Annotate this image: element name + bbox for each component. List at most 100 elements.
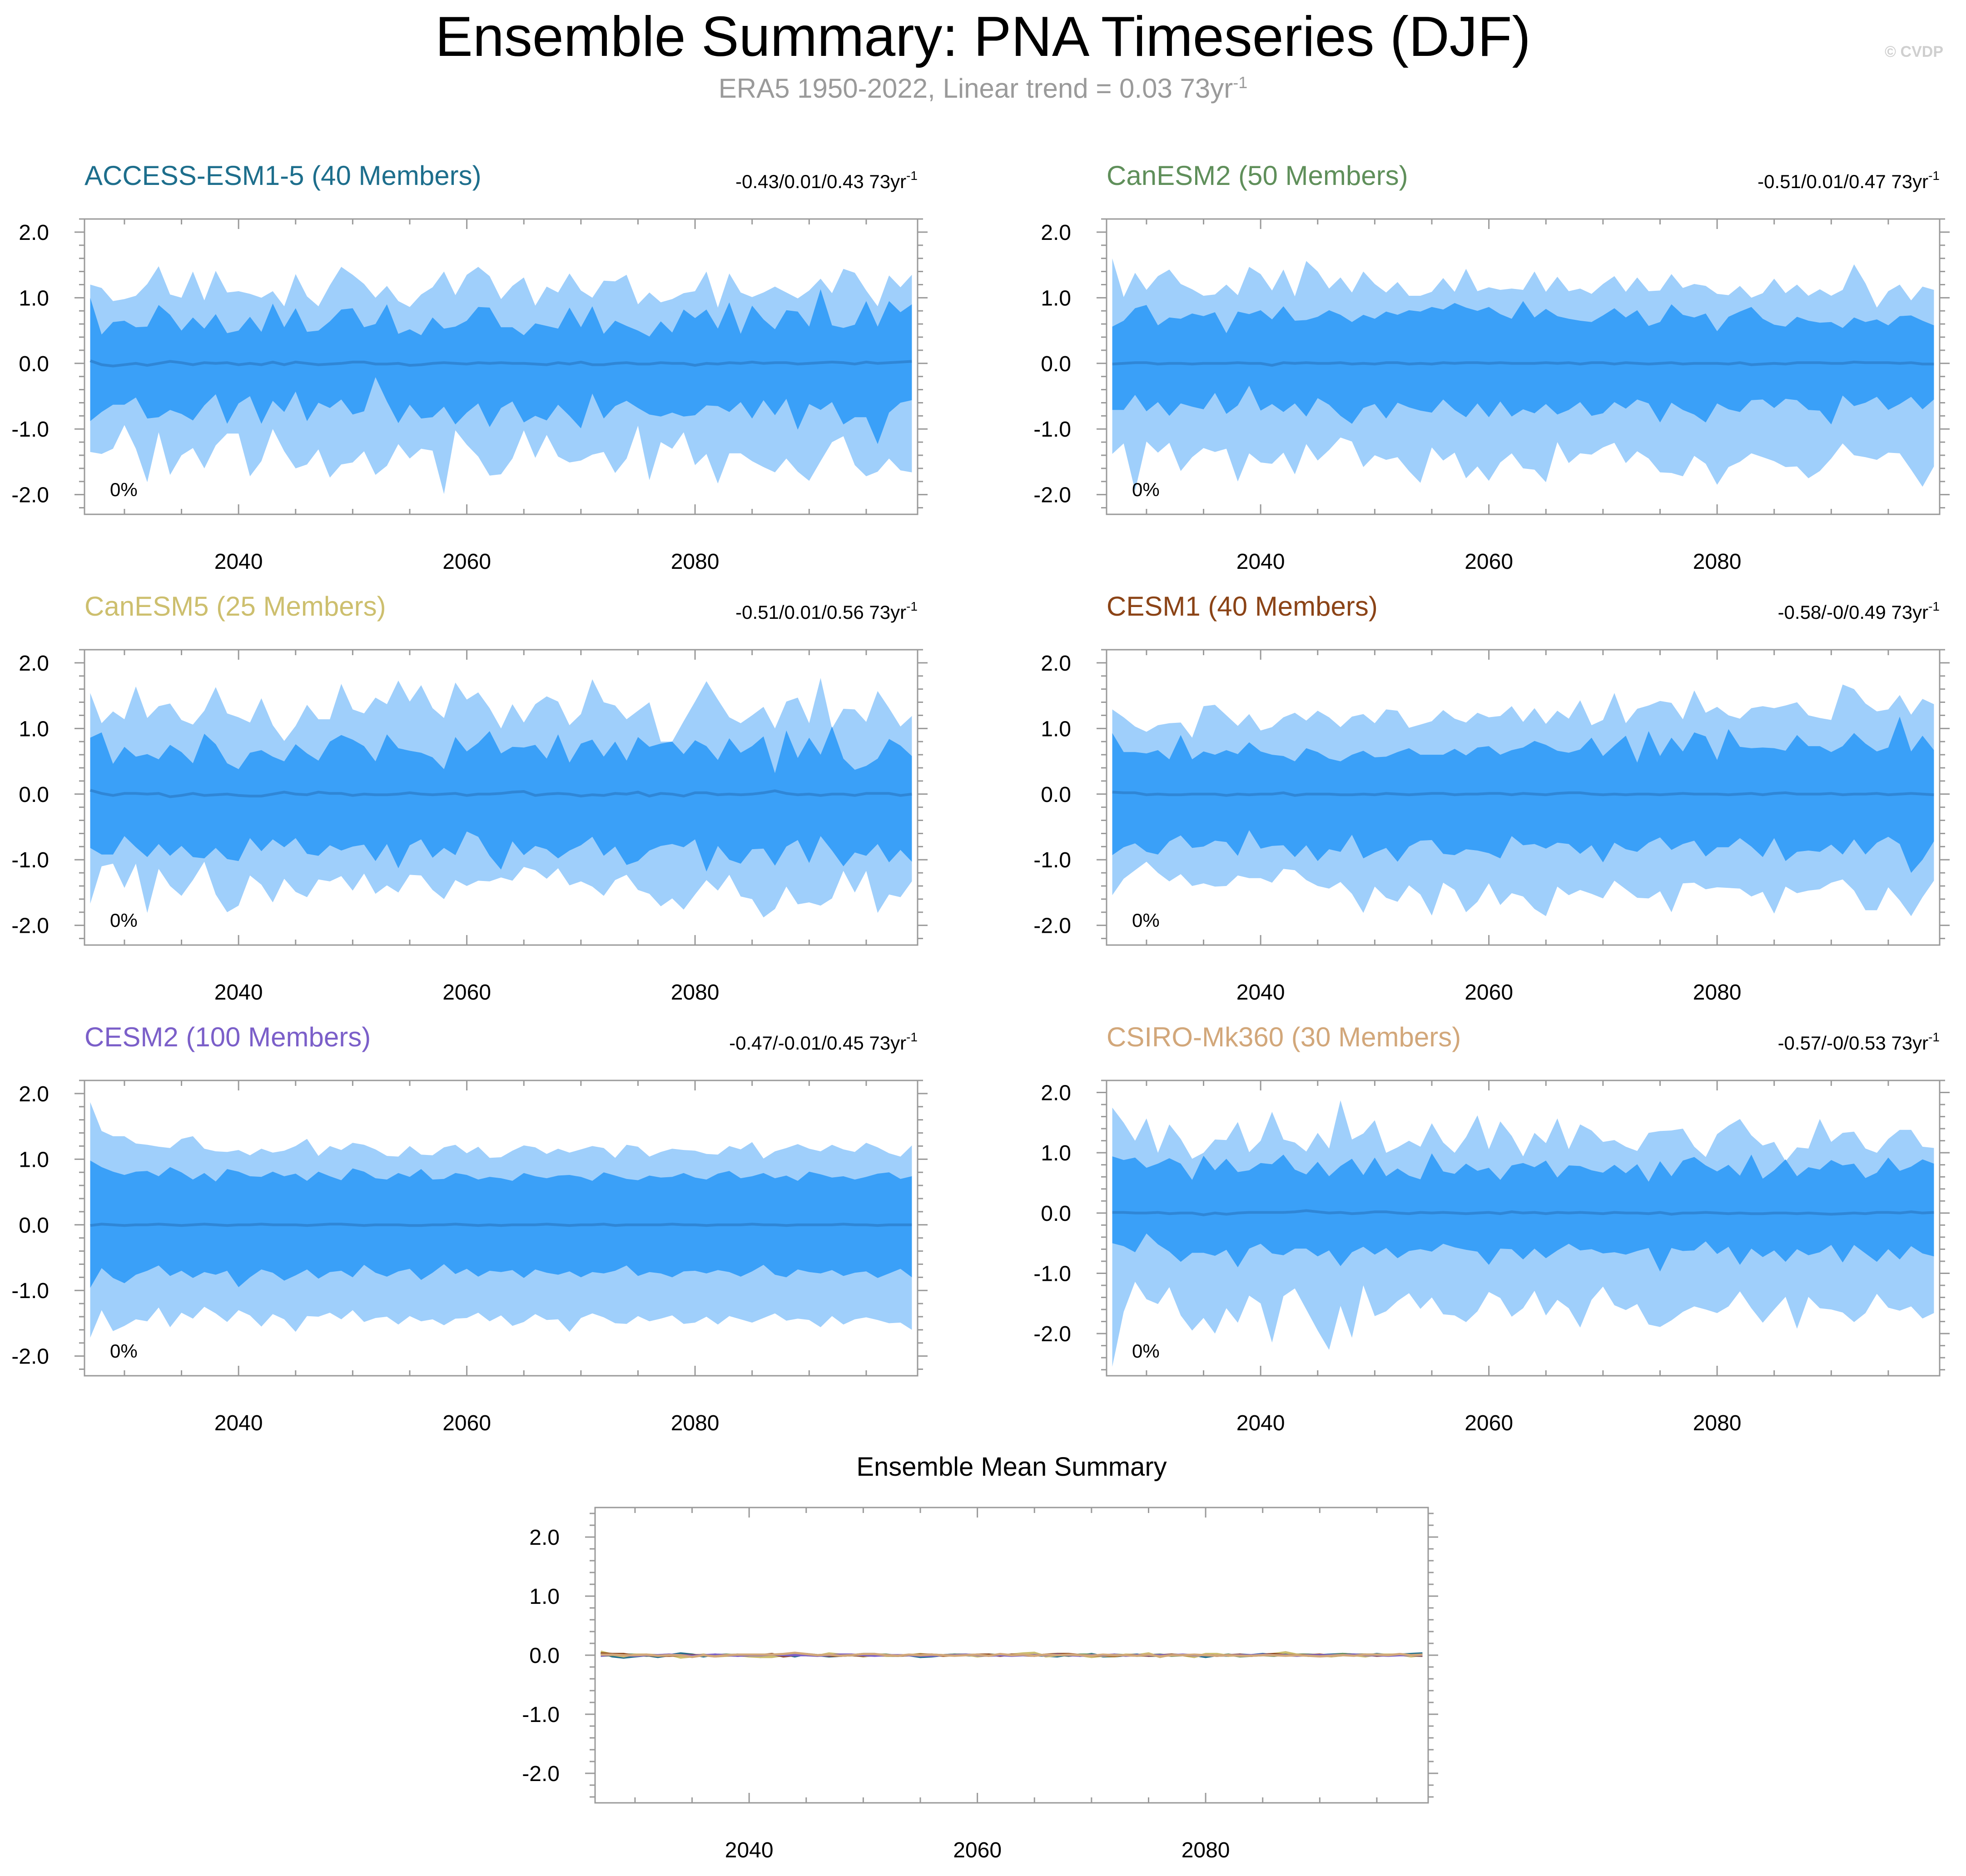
chart-plot-area: [600, 1650, 1423, 1659]
trend-value: -0.58/-0/0.49 73yr: [1778, 602, 1929, 623]
chart-plot-area: [1112, 684, 1934, 916]
x-tick-label: 2060: [1465, 980, 1513, 1005]
y-tick-label: 2.0: [1041, 221, 1071, 245]
plot-frame: [1106, 218, 1941, 515]
ensemble-median-line: [89, 789, 912, 798]
y-tick-label: -1.0: [11, 848, 49, 872]
copyright-mark: © CVDP: [1885, 43, 1943, 60]
trend-exponent: -1: [1928, 169, 1940, 183]
percent-label: 0%: [110, 1340, 138, 1362]
trend-value: -0.57/-0/0.53 73yr: [1778, 1032, 1929, 1054]
subtitle-exponent: -1: [1233, 73, 1248, 92]
trend-exponent: -1: [906, 1030, 918, 1044]
trend-exponent: -1: [1928, 599, 1940, 613]
y-tick-label: -1.0: [11, 418, 49, 442]
y-tick-label: -1.0: [1033, 848, 1071, 872]
x-tick-label: 2060: [953, 1838, 1002, 1862]
x-tick-label: 2080: [1182, 1838, 1230, 1862]
chart-title: CESM2 (100 Members): [84, 1022, 371, 1052]
figure-title: Ensemble Summary: PNA Timeseries (DJF): [435, 5, 1531, 68]
trend-value: -0.51/0.01/0.56 73yr: [735, 602, 906, 623]
y-tick-label: 0.0: [1041, 352, 1071, 376]
y-tick-label: -2.0: [11, 1345, 49, 1369]
plot-frame: [84, 218, 918, 515]
x-tick-label: 2060: [442, 980, 491, 1005]
x-tick-label: 2080: [671, 980, 720, 1005]
x-tick-label: 2060: [442, 550, 491, 574]
y-tick-label: 2.0: [19, 1082, 49, 1106]
y-tick-label: 2.0: [1041, 652, 1071, 676]
figure-subtitle: ERA5 1950-2022, Linear trend = 0.03 73yr…: [0, 73, 1966, 104]
chart-title: ACCESS-ESM1-5 (40 Members): [84, 160, 482, 191]
ensemble-median-line: [1112, 791, 1934, 797]
trend-label: -0.58/-0/0.49 73yr-1: [1778, 599, 1940, 623]
y-tick-label: 0.0: [529, 1644, 560, 1668]
trend-label: -0.51/0.01/0.47 73yr-1: [1757, 169, 1940, 192]
y-tick-label: 1.0: [19, 717, 49, 741]
chart-cesm2: 2.0 1.0 0.0 -1.0 -2.0 2040 2060 2080 CESM2 (100 …: [11, 1022, 928, 1435]
y-tick-label: 0.0: [19, 352, 49, 376]
percent-label: 0%: [1132, 1340, 1160, 1362]
trend-label: -0.57/-0/0.53 73yr-1: [1778, 1030, 1940, 1054]
x-tick-label: 2040: [214, 980, 263, 1005]
x-tick-label: 2040: [214, 1411, 263, 1435]
x-tick-label: 2040: [725, 1838, 774, 1862]
y-tick-label: 2.0: [19, 652, 49, 676]
x-tick-label: 2060: [442, 1411, 491, 1435]
trend-label: -0.51/0.01/0.56 73yr-1: [735, 599, 918, 623]
chart-cesm1: 2.0 1.0 0.0 -1.0 -2.0 2040 2060 2080 CESM1 (40 M…: [1033, 591, 1950, 1005]
trend-label: -0.43/0.01/0.43 73yr-1: [735, 169, 918, 192]
chart-canesm2: 2.0 1.0 0.0 -1.0 -2.0 2040 2060 2080 CanESM2 (50…: [1033, 160, 1950, 574]
percent-label: 0%: [1132, 910, 1160, 931]
chart-plot-area: [1112, 1100, 1934, 1367]
y-tick-label: 2.0: [1041, 1081, 1071, 1105]
chart-title: CSIRO-Mk360 (30 Members): [1107, 1022, 1461, 1052]
trend-exponent: -1: [1928, 1030, 1940, 1044]
trend-value: -0.51/0.01/0.47 73yr: [1757, 171, 1928, 192]
chart-title: CanESM5 (25 Members): [84, 591, 386, 622]
y-tick-label: 1.0: [19, 1148, 49, 1172]
subtitle-text: ERA5 1950-2022, Linear trend = 0.03 73yr: [718, 73, 1233, 104]
plot-frame: [84, 1080, 918, 1377]
x-tick-label: 2060: [1465, 550, 1513, 574]
y-tick-label: -1.0: [1033, 418, 1071, 442]
y-tick-label: 1.0: [1041, 286, 1071, 310]
chart-title: CESM1 (40 Members): [1107, 591, 1378, 622]
chart-title: CanESM2 (50 Members): [1107, 160, 1408, 191]
y-tick-label: 2.0: [19, 221, 49, 245]
chart-ensemble-mean: 2.0 1.0 0.0 -1.0 -2.0 2040 2060 2080 Ensemble Me…: [522, 1452, 1438, 1862]
ensemble-median-line: [90, 1223, 912, 1227]
x-tick-label: 2040: [1236, 980, 1285, 1005]
chart-csiro: 2.0 1.0 0.0 -1.0 -2.0 2040 2060 2080 CSIRO-Mk360…: [1033, 1022, 1950, 1435]
y-tick-label: 0.0: [1041, 783, 1071, 807]
plot-frame: [1106, 1080, 1941, 1377]
x-tick-label: 2080: [1693, 1411, 1742, 1435]
y-tick-label: 0.0: [1041, 1202, 1071, 1226]
x-tick-label: 2080: [1693, 980, 1742, 1005]
y-tick-label: -1.0: [11, 1279, 49, 1303]
plot-frame: [84, 649, 918, 946]
y-tick-label: -1.0: [522, 1703, 560, 1727]
trend-exponent: -1: [906, 599, 918, 613]
y-tick-label: 1.0: [1041, 1141, 1071, 1165]
y-tick-label: 0.0: [19, 783, 49, 807]
inner-spread-band: [90, 289, 912, 444]
x-tick-label: 2040: [214, 550, 263, 574]
chart-plot-area: [1112, 258, 1934, 491]
ensemble-median-line: [89, 359, 912, 368]
y-tick-label: -2.0: [1033, 1322, 1071, 1346]
y-tick-label: -2.0: [522, 1762, 560, 1786]
x-tick-label: 2080: [1693, 550, 1742, 574]
x-tick-label: 2040: [1236, 1411, 1285, 1435]
series-line-csiro-mk360: [601, 1652, 1423, 1658]
chart-title: Ensemble Mean Summary: [856, 1452, 1167, 1482]
trend-exponent: -1: [906, 169, 918, 183]
percent-label: 0%: [1132, 479, 1160, 500]
chart-plot-area: [90, 1102, 912, 1338]
y-tick-label: -2.0: [11, 914, 49, 938]
x-tick-label: 2080: [671, 1411, 720, 1435]
trend-value: -0.43/0.01/0.43 73yr: [735, 171, 906, 192]
x-tick-label: 2060: [1465, 1411, 1513, 1435]
ensemble-median-line: [1112, 360, 1934, 367]
